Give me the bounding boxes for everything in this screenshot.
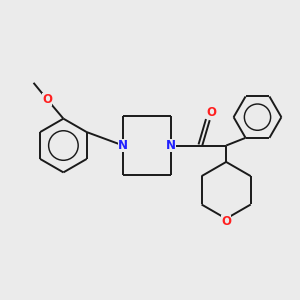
Text: O: O xyxy=(42,93,52,106)
Text: O: O xyxy=(221,215,231,228)
Text: N: N xyxy=(166,139,176,152)
Text: N: N xyxy=(118,139,128,152)
Text: O: O xyxy=(206,106,216,119)
